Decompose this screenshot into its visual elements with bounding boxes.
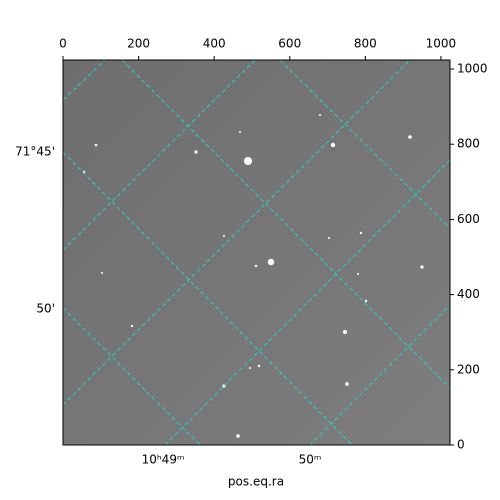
y-tick-label: 400 — [457, 287, 480, 301]
coordinate-grid — [63, 60, 450, 445]
x-axis-label: pos.eq.ra — [228, 475, 284, 489]
dec-tick-label: 71°45' — [15, 145, 55, 159]
x-tick-label: 1000 — [426, 37, 457, 51]
x-tick-label: 200 — [127, 37, 150, 51]
x-tick-label: 600 — [278, 37, 301, 51]
stars — [82, 114, 424, 438]
y-tick-label: 200 — [457, 362, 480, 376]
sky-image — [63, 60, 450, 445]
y-tick-label: 800 — [457, 137, 480, 151]
dec-tick-label: 50' — [36, 302, 55, 316]
x-tick-label: 800 — [354, 37, 377, 51]
axes-frame — [62, 59, 451, 446]
y-tick-label: 1000 — [457, 62, 488, 76]
y-tick-label: 600 — [457, 212, 480, 226]
x-tick-label: 0 — [59, 37, 67, 51]
ra-tick-label: 50ᵐ — [299, 453, 322, 467]
y-tick-label: 0 — [457, 438, 465, 452]
ra-tick-label: 10ʰ49ᵐ — [142, 453, 185, 467]
x-tick-label: 400 — [203, 37, 226, 51]
